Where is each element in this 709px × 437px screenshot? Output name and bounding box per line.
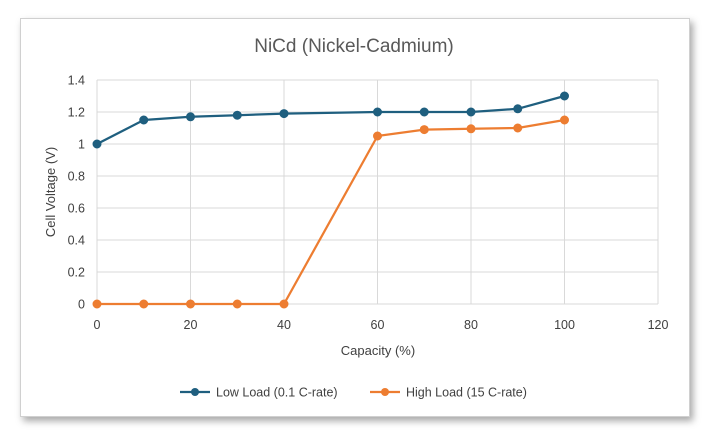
y-tick-label: 0.8 [68,170,85,184]
series-2-point [232,299,242,309]
x-tick-label: 20 [184,318,198,332]
x-tick-label: 100 [554,318,575,332]
series-layer [92,91,569,309]
series-1-point [92,139,102,149]
y-tick-label: 1.2 [68,106,85,120]
axis-ticks: 0 20 40 60 80 100 120 0 0.2 0.4 0.6 0.8 1 1.2 1.4 [68,74,669,333]
series-2-point [92,299,102,309]
x-tick-label: 120 [648,318,669,332]
y-tick-label: 0 [78,298,85,312]
series-1-point [232,110,242,120]
y-tick-label: 0.4 [68,234,85,248]
legend-marker-2 [381,388,389,396]
series-2-point [186,299,195,309]
y-tick-label: 1 [78,138,85,152]
series-2-point [279,299,289,309]
chart-frame [20,18,690,417]
series-1-point [186,112,195,122]
series-line-2 [97,118,565,306]
x-axis-label: Capacity (%) [341,343,415,358]
series-1-point [560,91,569,101]
x-tick-label: 80 [464,318,478,332]
series-2-point [466,124,476,134]
x-tick-label: 0 [94,318,101,332]
chart-title: NiCd (Nickel-Cadmium) [254,36,454,57]
y-axis-label: Cell Voltage (V) [43,147,58,237]
y-tick-label: 0.6 [68,202,85,216]
legend: Low Load (0.1 C-rate) High Load (15 C-rat… [180,386,527,400]
series-1-point [513,104,523,114]
series-2-point [560,115,569,125]
series-1-point [466,107,476,117]
legend-label-2: High Load (15 C-rate) [406,386,527,400]
legend-label-1: Low Load (0.1 C-rate) [216,386,338,400]
series-2-point [419,125,429,135]
series-2-point [139,299,149,309]
x-tick-label: 40 [277,318,291,332]
series-2-point [373,131,382,141]
x-tick-label: 60 [371,318,385,332]
series-1-point [419,107,429,117]
series-line-1 [96,94,565,146]
series-1-point [139,115,149,125]
legend-marker-1 [191,388,199,396]
series-2-point [513,123,523,133]
y-tick-label: 1.4 [68,74,85,88]
series-1-point [279,109,289,119]
gridlines [96,79,659,305]
y-tick-label: 0.2 [68,266,85,280]
series-1-point [373,107,382,117]
